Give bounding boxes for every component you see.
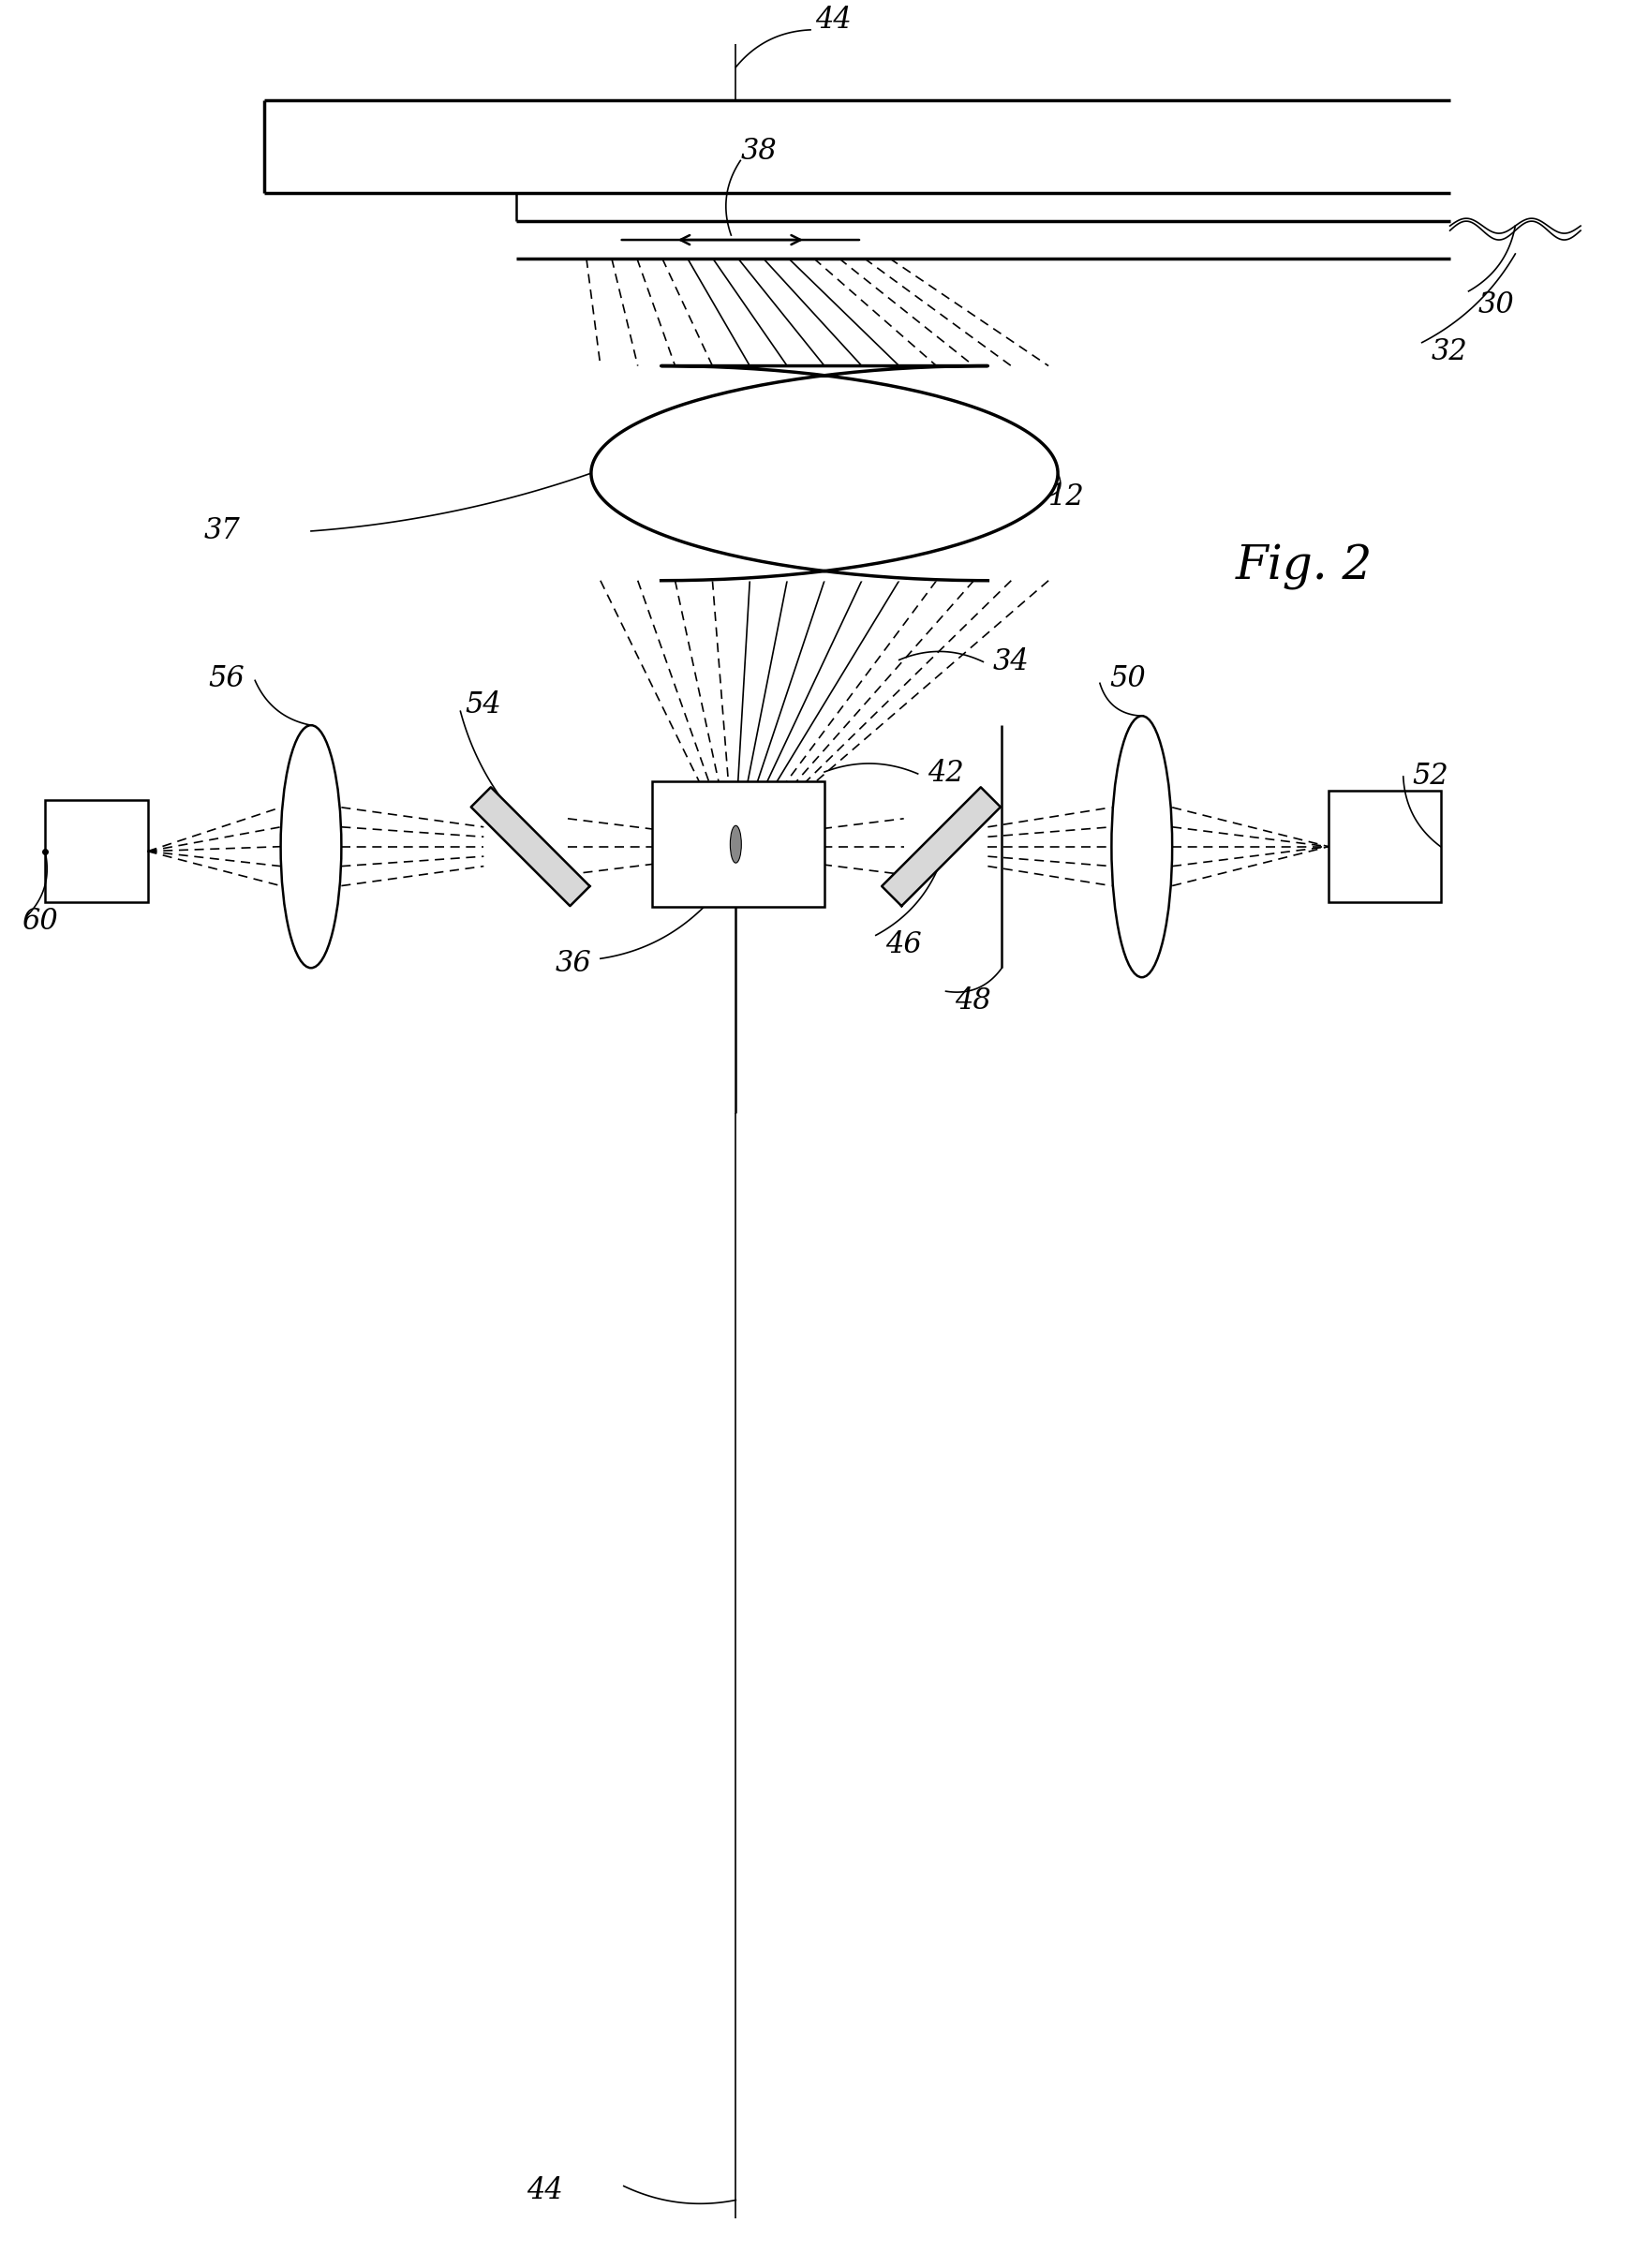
Text: 37: 37 xyxy=(204,517,241,547)
Bar xyxy=(44,801,148,903)
Text: 32: 32 xyxy=(1430,338,1468,367)
Text: 34: 34 xyxy=(992,646,1028,676)
Text: 60: 60 xyxy=(21,907,58,937)
Text: Fig. 2: Fig. 2 xyxy=(1236,544,1373,590)
Bar xyxy=(651,780,824,907)
Text: 50: 50 xyxy=(1109,665,1145,694)
Text: 44: 44 xyxy=(816,7,852,34)
Text: 52: 52 xyxy=(1412,762,1449,792)
Ellipse shape xyxy=(730,826,742,862)
Text: 46: 46 xyxy=(885,930,921,959)
Text: 48: 48 xyxy=(956,987,992,1016)
Text: 38: 38 xyxy=(740,136,776,166)
Polygon shape xyxy=(471,787,590,905)
Bar xyxy=(1328,792,1440,903)
Text: 56: 56 xyxy=(208,665,244,694)
Text: 42: 42 xyxy=(928,760,964,789)
Text: 12: 12 xyxy=(1048,483,1084,510)
Polygon shape xyxy=(592,365,1058,581)
Text: 36: 36 xyxy=(555,948,592,978)
Text: 54: 54 xyxy=(465,689,501,719)
Text: 30: 30 xyxy=(1478,290,1515,320)
Text: 44: 44 xyxy=(527,2177,564,2204)
Polygon shape xyxy=(882,787,1000,905)
